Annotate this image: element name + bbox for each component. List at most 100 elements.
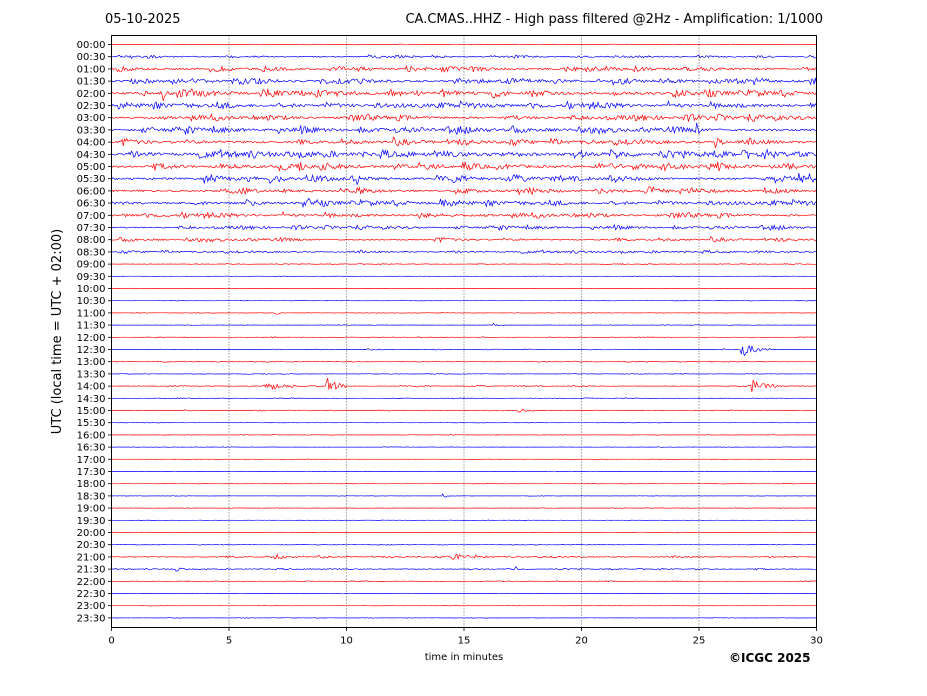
trace-row-02:00 [111, 88, 817, 102]
trace-row-04:30 [111, 148, 817, 160]
trace-row-19:30 [111, 519, 817, 521]
trace-row-17:30 [111, 470, 817, 473]
y-tick-label: 03:00 [77, 113, 106, 124]
y-tick-label: 11:30 [77, 321, 106, 332]
trace-row-22:00 [111, 580, 817, 583]
trace-row-00:00 [111, 43, 817, 46]
x-tick-label: 15 [458, 636, 471, 647]
y-tick-label: 14:00 [77, 382, 106, 393]
trace-row-01:00 [111, 64, 817, 73]
trace-row-08:30 [111, 249, 817, 255]
trace-row-10:00 [111, 287, 817, 290]
y-tick-label: 07:30 [77, 223, 106, 234]
trace-row-14:00 [111, 378, 817, 393]
trace-row-22:30 [111, 592, 817, 595]
y-tick-label: 01:30 [77, 77, 106, 88]
y-tick-label: 21:30 [77, 565, 106, 576]
trace-row-08:00 [111, 236, 817, 244]
trace-row-01:30 [111, 77, 817, 86]
trace-row-07:30 [111, 223, 817, 231]
trace-row-23:00 [111, 605, 817, 607]
trace-row-04:00 [111, 136, 817, 149]
y-tick-label: 10:30 [77, 296, 106, 307]
x-tick-label: 25 [693, 636, 706, 647]
x-tick-label: 5 [226, 636, 232, 647]
y-tick-label: 18:00 [77, 479, 106, 490]
trace-row-05:30 [111, 173, 817, 186]
y-tick-label: 15:30 [77, 418, 106, 429]
y-tick-label: 17:30 [77, 467, 106, 478]
y-tick-label: 04:00 [77, 138, 106, 149]
y-tick-label: 17:00 [77, 455, 106, 466]
copyright-credit: ©ICGC 2025 [729, 651, 811, 665]
y-tick-label: 16:00 [77, 430, 106, 441]
trace-row-11:00 [111, 312, 817, 315]
y-tick-label: 02:00 [77, 89, 106, 100]
y-tick-label: 20:30 [77, 540, 106, 551]
trace-row-00:30 [111, 54, 817, 59]
x-tick-label: 10 [340, 636, 353, 647]
trace-row-16:30 [111, 446, 817, 448]
y-tick-label: 12:00 [77, 333, 106, 344]
trace-row-12:00 [111, 336, 817, 339]
x-axis-ticks: 0 5 10 15 20 25 30 [108, 627, 823, 647]
y-axis-label: UTC (local time = UTC + 02:00) [50, 229, 65, 434]
trace-row-18:00 [111, 483, 817, 485]
trace-row-20:30 [111, 543, 817, 546]
vertical-gridlines [228, 35, 700, 628]
x-tick-label: 0 [108, 636, 114, 647]
trace-row-23:30 [111, 617, 817, 619]
y-tick-label: 16:30 [77, 443, 106, 454]
plot-date: 05-10-2025 [105, 12, 181, 27]
trace-row-13:30 [111, 372, 817, 375]
y-tick-label: 06:30 [77, 199, 106, 210]
y-tick-label: 20:00 [77, 528, 106, 539]
trace-row-09:00 [111, 263, 817, 266]
trace-rows [111, 43, 817, 619]
y-tick-label: 23:00 [77, 601, 106, 612]
y-tick-label: 08:00 [77, 235, 106, 246]
y-tick-label: 18:30 [77, 491, 106, 502]
y-tick-label: 22:30 [77, 589, 106, 600]
y-tick-label: 07:00 [77, 211, 106, 222]
y-tick-label: 05:30 [77, 174, 106, 185]
trace-row-12:30 [111, 345, 817, 357]
trace-row-17:00 [111, 458, 817, 460]
trace-row-13:00 [111, 360, 817, 363]
y-tick-label: 19:00 [77, 504, 106, 515]
trace-row-16:00 [111, 434, 817, 436]
trace-row-03:00 [111, 113, 817, 123]
y-tick-label: 15:00 [77, 406, 106, 417]
y-tick-label: 12:30 [77, 345, 106, 356]
plot-frame [111, 35, 817, 628]
y-tick-label: 19:30 [77, 516, 106, 527]
trace-row-05:00 [111, 161, 817, 172]
y-tick-label: 21:00 [77, 552, 106, 563]
y-tick-label: 04:30 [77, 150, 106, 161]
y-tick-label: 14:30 [77, 394, 106, 405]
x-axis-label: time in minutes [425, 652, 504, 663]
trace-row-02:30 [111, 99, 817, 111]
x-tick-label: 20 [575, 636, 588, 647]
y-tick-label: 11:00 [77, 308, 106, 319]
y-tick-label: 05:00 [77, 162, 106, 173]
y-tick-label: 00:00 [77, 40, 106, 51]
y-tick-label: 06:00 [77, 186, 106, 197]
y-tick-label: 13:30 [77, 369, 106, 380]
y-tick-label: 01:00 [77, 64, 106, 75]
trace-row-10:30 [111, 300, 817, 302]
trace-row-21:00 [111, 553, 817, 560]
trace-row-21:30 [111, 565, 817, 572]
trace-row-20:00 [111, 531, 817, 534]
trace-row-14:30 [111, 397, 817, 400]
trace-row-03:30 [111, 123, 817, 136]
y-tick-label: 03:30 [77, 125, 106, 136]
y-tick-label: 10:00 [77, 284, 106, 295]
y-tick-label: 00:30 [77, 52, 106, 63]
trace-row-11:30 [111, 322, 817, 327]
y-tick-label: 09:30 [77, 272, 106, 283]
y-tick-label: 08:30 [77, 247, 106, 258]
y-tick-label: 02:30 [77, 101, 106, 112]
trace-row-15:30 [111, 422, 817, 424]
